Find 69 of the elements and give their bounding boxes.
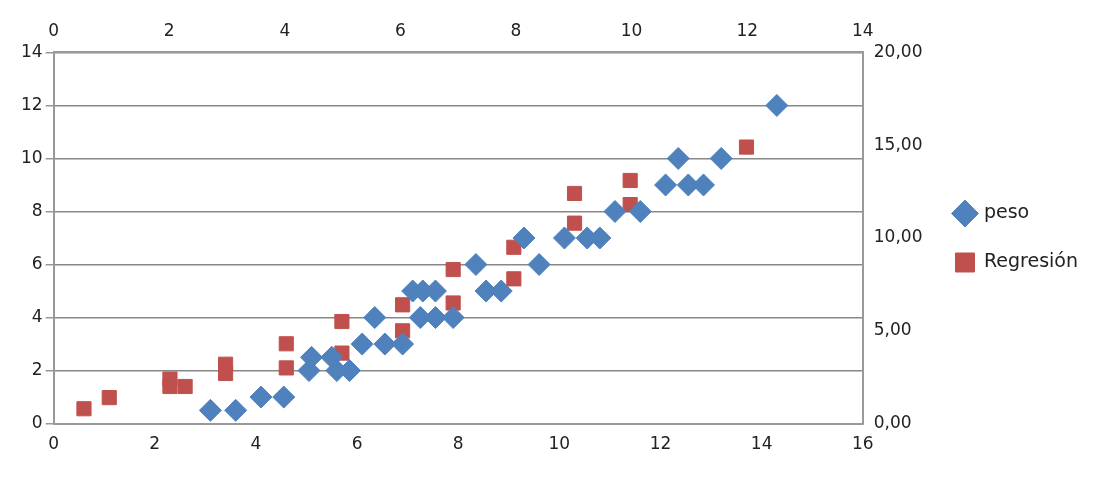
y2-tick-label: 20,00 [873,40,923,61]
point [566,185,583,202]
x2-tick-label: 4 [279,19,291,40]
point [709,146,733,170]
x-tick-label: 2 [149,433,161,454]
point [76,401,92,417]
y2-tick-label: 0,00 [873,412,912,433]
x-tick-label: 8 [452,433,464,454]
point [512,226,536,250]
point [278,336,294,352]
point [278,360,294,376]
x-tick-label: 14 [750,433,773,454]
point [622,172,638,189]
y-tick-label: 8 [31,199,43,220]
legend-label: Regresión [983,249,1079,272]
y2-tick-label: 10,00 [873,226,923,247]
point [272,385,296,409]
point [395,297,411,313]
point [249,385,273,409]
point [363,306,387,330]
point [218,365,234,382]
x2-tick-label: 2 [163,19,175,40]
legend-label: peso [983,200,1030,223]
x-tick-label: 4 [250,433,262,454]
point [391,332,415,356]
point [445,295,461,311]
point [654,173,678,197]
x2-tick-label: 0 [48,19,60,40]
point [198,398,222,422]
y-tick-label: 14 [20,40,43,61]
y2-tick-label: 5,00 [873,319,912,340]
point [552,226,576,250]
point [506,239,522,255]
x-tick-label: 12 [649,433,672,454]
point [334,313,350,330]
point [350,332,374,356]
y-tick-label: 12 [20,93,43,114]
x2-tick-label: 6 [395,19,406,40]
point [666,146,690,170]
point [101,390,117,406]
point [738,139,755,155]
x2-tick-label: 8 [510,19,522,40]
point [765,93,789,117]
point [527,253,551,277]
y-tick-label: 0 [31,412,43,433]
point [445,261,461,278]
x-tick-label: 0 [48,433,60,454]
point [177,378,193,395]
point [441,306,465,330]
y-tick-label: 6 [31,252,43,273]
point [224,398,248,422]
x-tick-label: 6 [351,433,363,454]
x2-tick-label: 12 [736,19,759,40]
y-tick-label: 10 [20,146,43,167]
point [692,173,715,197]
x-tick-label: 16 [851,433,874,454]
point [603,199,627,223]
x2-tick-label: 14 [851,19,874,40]
point [162,378,178,395]
point [566,215,583,231]
x2-tick-label: 10 [620,19,643,40]
point [300,345,324,369]
point [628,199,652,223]
x-tick-label: 10 [548,433,571,454]
point [464,253,488,277]
y2-tick-label: 15,00 [873,133,923,154]
point [506,271,522,287]
y-tick-label: 2 [31,358,43,379]
y-tick-label: 4 [31,305,43,326]
